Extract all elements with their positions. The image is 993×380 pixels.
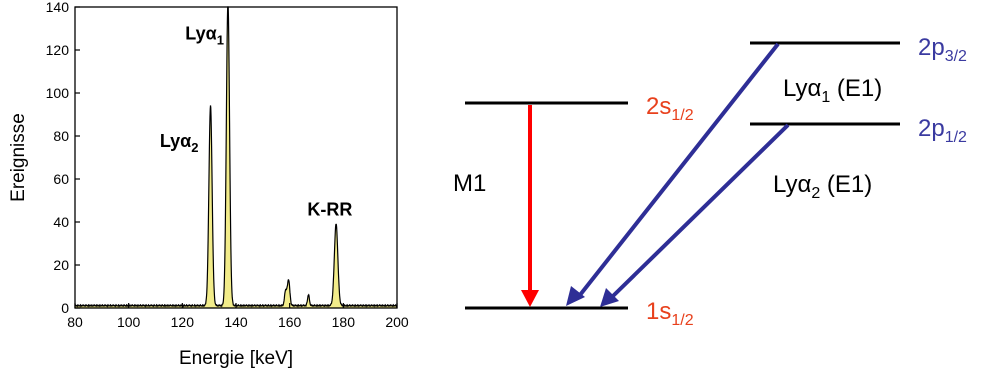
level-label-2p1-2: 2p1/2 (918, 115, 967, 146)
x-tick-label: 140 (224, 314, 248, 330)
ly-alpha1-arrow-shaft (578, 42, 780, 297)
transition-label-ly-alpha2: Lyα2 (E1) (773, 171, 872, 202)
energy-level-diagram: 2p3/2 2s1/2 2p1/2 1s1/2 Lyα1 (E1) Lyα2 (… (453, 34, 967, 329)
level-label-2p3-2: 2p3/2 (918, 34, 967, 65)
m1-arrow-head (521, 290, 539, 307)
x-tick-label: 160 (278, 314, 302, 330)
transition-label-ly-alpha1: Lyα1 (E1) (783, 75, 882, 106)
plot-frame (74, 6, 398, 309)
y-tick-label: 120 (46, 42, 70, 58)
peak-label: K-RR (307, 200, 352, 220)
y-tick-label: 80 (53, 128, 69, 144)
y-axis-title: Ereignisse (8, 113, 29, 202)
x-tick-label: 200 (385, 314, 409, 330)
y-tick-label: 20 (53, 257, 69, 273)
y-tick-label: 140 (46, 0, 70, 15)
y-tick-label: 100 (46, 85, 70, 101)
spectrum-chart: 80 100 120 140 160 180 200 020406080100120140 … (8, 0, 409, 369)
y-tick-label: 60 (53, 171, 69, 187)
x-axis-title: Energie [keV] (179, 348, 293, 369)
x-tick-label: 120 (171, 314, 195, 330)
level-label-1s1-2: 1s1/2 (646, 298, 694, 329)
level-label-2s1-2: 2s1/2 (646, 93, 694, 124)
ly-alpha1-arrow-head (566, 286, 585, 306)
peak-label-base: Lyα (185, 23, 216, 43)
ly-alpha2-arrow-head (600, 288, 619, 307)
spectrum-fill (75, 7, 397, 308)
x-axis-ticks: 80 100 120 140 160 180 200 (67, 303, 409, 330)
peak-label-subscript: 2 (191, 140, 198, 155)
y-axis-ticks: 0 20 40 60 80 100 120 140 (46, 0, 80, 316)
x-tick-label: 80 (67, 314, 83, 330)
spectrum-line (74, 6, 398, 308)
x-tick-label: 180 (332, 314, 356, 330)
x-tick-label: 100 (117, 314, 141, 330)
ly-alpha2-arrow-shaft (611, 123, 790, 298)
peak-label-base: K-RR (307, 200, 352, 220)
peak-label-base: Lyα (160, 131, 191, 151)
y-tick-label: 0 (61, 300, 69, 316)
y-tick-label: 40 (53, 214, 69, 230)
peak-label: Lyα1 (185, 23, 224, 47)
peak-label-subscript: 1 (217, 32, 224, 47)
peak-label: Lyα2 (160, 131, 199, 155)
transition-label-m1: M1 (453, 170, 486, 197)
